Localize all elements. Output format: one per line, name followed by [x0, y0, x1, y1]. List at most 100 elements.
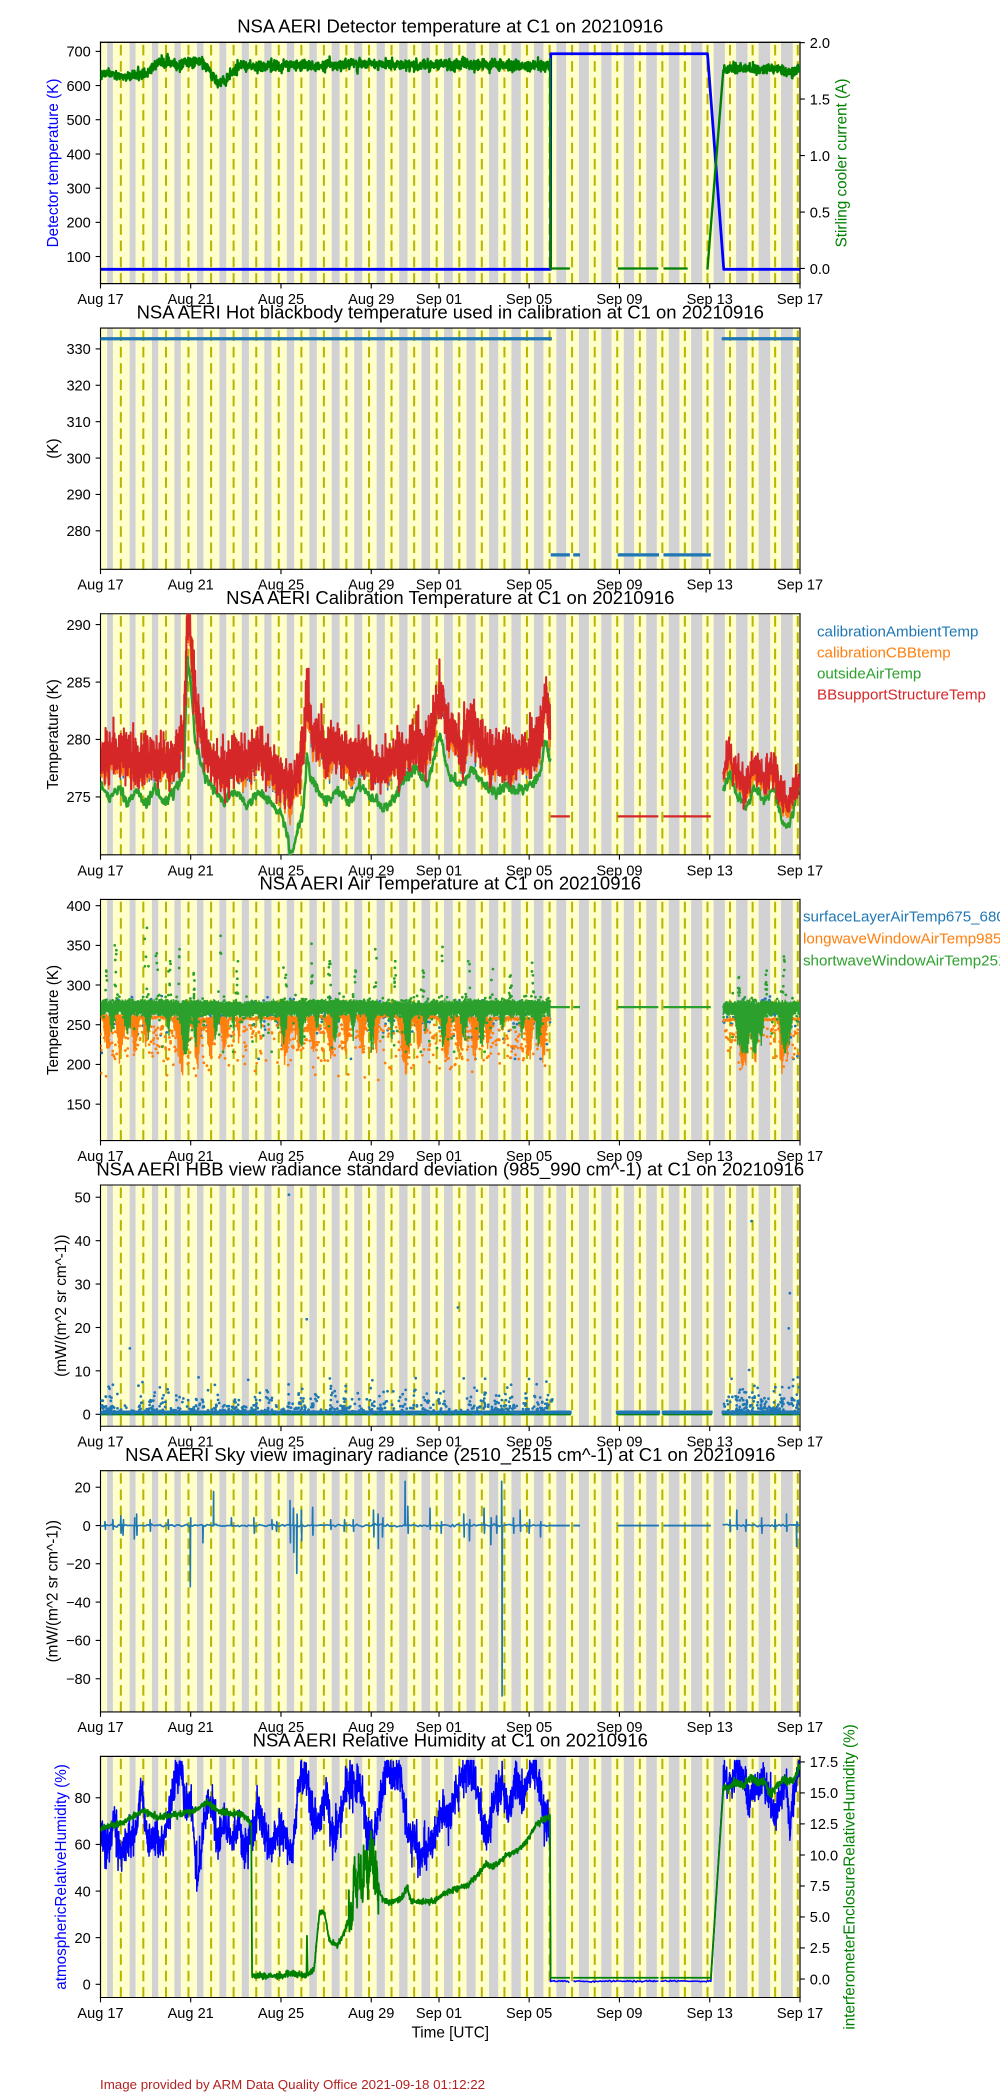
svg-text:−40: −40: [66, 1595, 91, 1611]
svg-text:−60: −60: [66, 1634, 91, 1650]
svg-text:Sep 13: Sep 13: [687, 292, 733, 308]
svg-text:2.5: 2.5: [810, 1941, 830, 1957]
svg-text:Aug 29: Aug 29: [348, 863, 394, 879]
svg-text:Aug 17: Aug 17: [77, 863, 123, 879]
svg-text:Aug 17: Aug 17: [77, 1435, 123, 1451]
svg-text:Sep 13: Sep 13: [687, 863, 733, 879]
svg-text:Sep 01: Sep 01: [416, 1149, 462, 1165]
svg-text:Aug 25: Aug 25: [258, 863, 304, 879]
svg-text:Aug 29: Aug 29: [348, 2006, 394, 2022]
svg-text:(K): (K): [45, 438, 62, 458]
svg-text:Aug 25: Aug 25: [258, 578, 304, 594]
svg-text:290: 290: [66, 618, 90, 634]
svg-text:Sep 01: Sep 01: [416, 863, 462, 879]
svg-text:Aug 17: Aug 17: [77, 1149, 123, 1165]
svg-text:interferometerEnclosureRelativ: interferometerEnclosureRelativeHumidity …: [842, 1724, 859, 2029]
svg-text:NSA AERI Detector temperature: NSA AERI Detector temperature at C1 on 2…: [237, 16, 663, 37]
svg-text:330: 330: [66, 342, 90, 358]
svg-text:Sep 13: Sep 13: [687, 1435, 733, 1451]
svg-text:Sep 05: Sep 05: [506, 863, 552, 879]
svg-text:Sep 17: Sep 17: [777, 1149, 823, 1165]
svg-text:−80: −80: [66, 1672, 91, 1688]
svg-text:Sep 13: Sep 13: [687, 2006, 733, 2022]
svg-text:Aug 25: Aug 25: [258, 1149, 304, 1165]
svg-text:Aug 21: Aug 21: [168, 292, 214, 308]
svg-text:Sep 17: Sep 17: [777, 1435, 823, 1451]
svg-text:Temperature (K): Temperature (K): [45, 679, 62, 789]
svg-text:80: 80: [75, 1791, 91, 1807]
svg-text:20: 20: [75, 1931, 91, 1947]
svg-text:280: 280: [66, 524, 90, 540]
svg-text:0: 0: [83, 1519, 91, 1535]
svg-text:shortwaveWindowAirTemp2510_251: shortwaveWindowAirTemp2510_2515: [803, 952, 1000, 969]
svg-text:Sep 09: Sep 09: [596, 1720, 642, 1736]
svg-text:0.0: 0.0: [810, 1972, 830, 1988]
svg-text:longwaveWindowAirTemp985_990: longwaveWindowAirTemp985_990: [803, 930, 1000, 947]
svg-text:285: 285: [66, 675, 90, 691]
svg-text:20: 20: [75, 1481, 91, 1497]
svg-text:atmosphericRelativeHumidity (%: atmosphericRelativeHumidity (%): [53, 1764, 70, 1990]
svg-text:350: 350: [66, 939, 90, 955]
svg-text:(mW/(m^2 sr cm^-1)): (mW/(m^2 sr cm^-1)): [53, 1235, 70, 1377]
svg-text:310: 310: [66, 415, 90, 431]
svg-text:Aug 21: Aug 21: [168, 1149, 214, 1165]
svg-text:Aug 21: Aug 21: [168, 1435, 214, 1451]
svg-text:Image provided by ARM Data Qua: Image provided by ARM Data Quality Offic…: [100, 2077, 485, 2092]
svg-text:NSA AERI Relative Humidity at: NSA AERI Relative Humidity at C1 on 2021…: [253, 1730, 648, 1751]
svg-text:Sep 17: Sep 17: [777, 2006, 823, 2022]
svg-text:0.0: 0.0: [810, 262, 830, 278]
svg-text:30: 30: [75, 1277, 91, 1293]
svg-text:(mW/(m^2 sr cm^-1)): (mW/(m^2 sr cm^-1)): [44, 1520, 61, 1662]
svg-text:Detector temperature (K): Detector temperature (K): [45, 79, 62, 248]
svg-text:Aug 17: Aug 17: [77, 578, 123, 594]
svg-text:50: 50: [75, 1191, 91, 1207]
svg-text:Aug 25: Aug 25: [258, 1720, 304, 1736]
svg-text:Sep 05: Sep 05: [506, 2006, 552, 2022]
svg-text:Aug 25: Aug 25: [258, 2006, 304, 2022]
svg-text:Aug 21: Aug 21: [168, 1720, 214, 1736]
svg-text:290: 290: [66, 488, 90, 504]
svg-text:40: 40: [75, 1884, 91, 1900]
svg-text:0: 0: [83, 1978, 91, 1994]
svg-text:150: 150: [66, 1097, 90, 1113]
svg-text:Sep 01: Sep 01: [416, 2006, 462, 2022]
svg-text:Sep 01: Sep 01: [416, 578, 462, 594]
svg-text:1.0: 1.0: [810, 149, 830, 165]
svg-text:Sep 17: Sep 17: [777, 1720, 823, 1736]
svg-text:12.5: 12.5: [810, 1817, 838, 1833]
svg-text:NSA AERI HBB view radiance sta: NSA AERI HBB view radiance standard devi…: [96, 1158, 804, 1180]
svg-text:Sep 17: Sep 17: [777, 292, 823, 308]
svg-text:10.0: 10.0: [810, 1848, 838, 1864]
svg-text:NSA AERI Hot blackbody tempera: NSA AERI Hot blackbody temperature used …: [137, 301, 764, 322]
svg-text:Sep 05: Sep 05: [506, 1435, 552, 1451]
svg-text:Aug 29: Aug 29: [348, 1720, 394, 1736]
svg-text:275: 275: [66, 790, 90, 806]
svg-text:Sep 09: Sep 09: [596, 1149, 642, 1165]
svg-text:calibrationAmbientTemp: calibrationAmbientTemp: [817, 623, 978, 640]
svg-text:600: 600: [66, 79, 90, 95]
svg-text:Sep 13: Sep 13: [687, 578, 733, 594]
svg-text:Sep 09: Sep 09: [596, 578, 642, 594]
svg-text:Sep 01: Sep 01: [416, 292, 462, 308]
svg-text:−20: −20: [66, 1557, 91, 1573]
svg-text:Sep 13: Sep 13: [687, 1149, 733, 1165]
svg-text:NSA AERI Calibration Temperatu: NSA AERI Calibration Temperature at C1 o…: [226, 587, 674, 608]
svg-text:250: 250: [66, 1018, 90, 1034]
svg-text:300: 300: [66, 978, 90, 994]
svg-text:Sep 05: Sep 05: [506, 1149, 552, 1165]
svg-text:NSA AERI Air Temperature at C1: NSA AERI Air Temperature at C1 on 202109…: [259, 873, 641, 894]
svg-text:Sep 05: Sep 05: [506, 578, 552, 594]
svg-text:10: 10: [75, 1364, 91, 1380]
svg-text:Aug 25: Aug 25: [258, 1435, 304, 1451]
svg-text:20: 20: [75, 1321, 91, 1337]
svg-text:Aug 21: Aug 21: [168, 863, 214, 879]
svg-text:60: 60: [75, 1838, 91, 1854]
svg-text:Aug 21: Aug 21: [168, 2006, 214, 2022]
svg-text:Aug 21: Aug 21: [168, 578, 214, 594]
svg-text:500: 500: [66, 113, 90, 129]
svg-text:100: 100: [66, 250, 90, 266]
svg-text:Aug 17: Aug 17: [77, 1720, 123, 1736]
svg-text:300: 300: [66, 451, 90, 467]
svg-text:700: 700: [66, 45, 90, 61]
svg-text:Sep 13: Sep 13: [687, 1720, 733, 1736]
